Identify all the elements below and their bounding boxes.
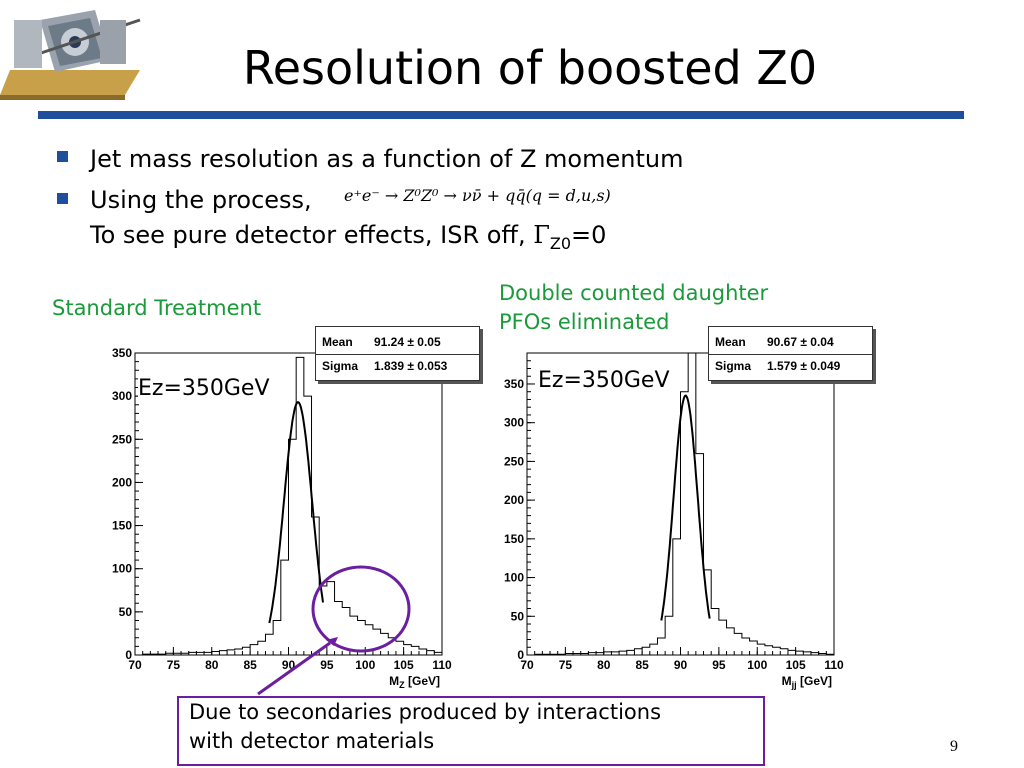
gamma-value: =0 xyxy=(571,221,607,249)
process-formula: e⁺e⁻ → Z⁰Z⁰ → νν̄ + qq̄(q = d,u,s) xyxy=(344,186,611,205)
stats-box-right: Mean 90.67 ± 0.04 Sigma 1.579 ± 0.049 xyxy=(708,326,873,381)
bullet-line2: To see pure detector effects, ISR off, xyxy=(90,221,534,249)
y-tick-label: 350 xyxy=(504,377,524,391)
y-tick-label: 200 xyxy=(504,493,524,507)
annotation-line: with detector materials xyxy=(189,729,435,753)
energy-label-right: Ez=350GeV xyxy=(538,368,670,393)
histogram-line xyxy=(527,352,835,656)
y-tick-label: 150 xyxy=(504,532,524,546)
x-tick-label: 80 xyxy=(597,658,611,672)
detector-logo xyxy=(0,0,150,108)
bullet-text: Using the process, xyxy=(90,186,312,214)
y-tick-label: 100 xyxy=(504,571,524,585)
y-tick-label: 0 xyxy=(125,648,132,662)
y-tick-label: 50 xyxy=(511,609,525,623)
page-number: 9 xyxy=(950,738,958,755)
double-counted-label: Double counted daughter PFOs eliminated xyxy=(499,279,768,337)
x-tick-label: 90 xyxy=(674,658,688,672)
stats-key: Sigma xyxy=(322,359,359,373)
gaussian-fit xyxy=(660,394,711,621)
stats-key: Mean xyxy=(322,335,353,349)
stats-box-left: Mean 91.24 ± 0.05 Sigma 1.839 ± 0.053 xyxy=(315,326,480,381)
y-tick-label: 300 xyxy=(504,416,524,430)
x-tick-label: 105 xyxy=(394,658,414,672)
x-tick-label: 85 xyxy=(243,658,257,672)
histogram-line xyxy=(135,356,443,656)
bullet-marker xyxy=(57,193,68,204)
x-tick-label: 100 xyxy=(355,658,375,672)
y-tick-label: 200 xyxy=(112,475,132,489)
stats-key: Mean xyxy=(715,335,746,349)
stats-value: 1.839 ± 0.053 xyxy=(374,359,448,373)
annotation-arrow-line xyxy=(257,641,331,696)
x-tick-label: 105 xyxy=(786,658,806,672)
y-tick-label: 350 xyxy=(112,346,132,360)
x-tick-label: 85 xyxy=(635,658,649,672)
x-tick-label: 80 xyxy=(205,658,219,672)
x-axis-label: MZ [GeV] xyxy=(389,674,440,690)
bullet-continuation: To see pure detector effects, ISR off, Γ… xyxy=(90,220,606,259)
annotation-arrowhead xyxy=(326,637,338,646)
x-tick-label: 75 xyxy=(559,658,573,672)
stats-key: Sigma xyxy=(715,359,752,373)
y-tick-label: 100 xyxy=(112,562,132,576)
slide-title: Resolution of boosted Z0 xyxy=(242,41,818,95)
double-counted-line: PFOs eliminated xyxy=(499,310,670,334)
bullet-marker xyxy=(57,151,68,162)
x-tick-label: 75 xyxy=(167,658,181,672)
x-tick-label: 100 xyxy=(747,658,767,672)
title-rule xyxy=(38,111,964,119)
gaussian-fit xyxy=(268,401,324,624)
stats-value: 1.579 ± 0.049 xyxy=(767,359,841,373)
x-tick-label: 70 xyxy=(128,658,142,672)
stats-row-sigma: Sigma 1.839 ± 0.053 xyxy=(316,354,479,377)
histogram-eliminated: 70 75 80 85 90 95 100 105 110 0 50 100 150 200 250 300 3… xyxy=(504,352,844,690)
energy-label-left: Ez=350GeV xyxy=(138,376,270,401)
y-tick-label: 250 xyxy=(112,432,132,446)
gamma-symbol: Γ xyxy=(533,221,550,249)
x-axis-label: Mjj [GeV] xyxy=(782,674,832,690)
standard-treatment-label: Standard Treatment xyxy=(52,296,262,320)
y-tick-label: 150 xyxy=(112,519,132,533)
y-tick-label: 50 xyxy=(119,605,133,619)
y-tick-label: 0 xyxy=(517,648,524,662)
annotation-line: Due to secondaries produced by interacti… xyxy=(189,700,662,724)
bullet-text: Jet mass resolution as a function of Z m… xyxy=(90,145,684,173)
stats-value: 91.24 ± 0.05 xyxy=(374,335,441,349)
y-tick-label: 250 xyxy=(504,454,524,468)
double-counted-line: Double counted daughter xyxy=(499,281,769,305)
histogram-standard: 70 75 80 85 90 95 100 105 1100501001502002503003… xyxy=(112,346,452,690)
x-tick-label: 110 xyxy=(824,658,844,672)
stats-row-sigma: Sigma 1.579 ± 0.049 xyxy=(709,354,872,377)
stats-row-mean: Mean 91.24 ± 0.05 xyxy=(316,331,479,353)
x-tick-label: 70 xyxy=(520,658,534,672)
gamma-subscript: Z0 xyxy=(549,233,572,253)
y-tick-label: 300 xyxy=(112,389,132,403)
x-tick-label: 110 xyxy=(432,658,452,672)
x-tick-label: 95 xyxy=(712,658,726,672)
annotation-box: Due to secondaries produced by interacti… xyxy=(177,696,765,766)
stats-value: 90.67 ± 0.04 xyxy=(767,335,834,349)
highlight-circle xyxy=(311,565,411,653)
stats-row-mean: Mean 90.67 ± 0.04 xyxy=(709,331,872,353)
x-tick-label: 95 xyxy=(320,658,334,672)
